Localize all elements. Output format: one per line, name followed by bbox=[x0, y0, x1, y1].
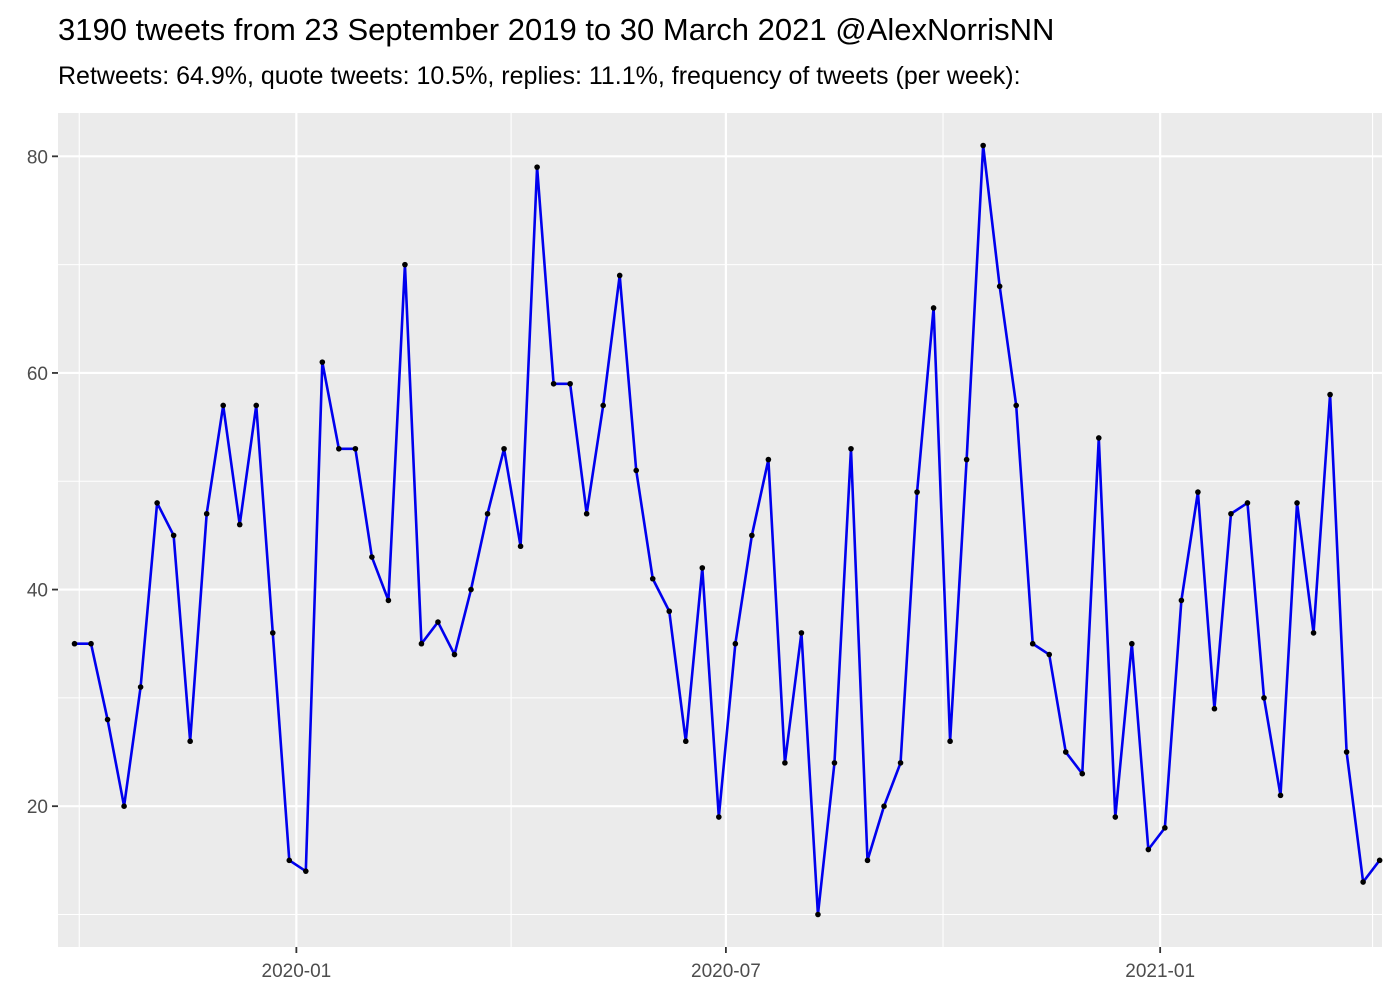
chart-subtitle: Retweets: 64.9%, quote tweets: 10.5%, re… bbox=[58, 62, 1021, 90]
data-point bbox=[369, 554, 375, 560]
data-point bbox=[1178, 597, 1185, 604]
data-point bbox=[269, 630, 276, 636]
x-tick-label: 2020-01 bbox=[262, 961, 332, 982]
data-point bbox=[815, 911, 821, 918]
data-point bbox=[1079, 770, 1086, 777]
y-tick-label: 60 bbox=[27, 364, 48, 385]
data-point bbox=[633, 467, 640, 474]
data-point bbox=[121, 803, 127, 809]
data-point bbox=[203, 510, 210, 517]
data-point bbox=[1211, 705, 1218, 712]
data-point bbox=[451, 651, 458, 658]
data-point bbox=[1195, 489, 1201, 495]
data-point bbox=[1277, 792, 1284, 799]
data-point bbox=[137, 684, 144, 690]
data-point bbox=[253, 402, 260, 409]
data-point bbox=[963, 456, 970, 463]
data-point bbox=[881, 803, 887, 809]
data-point bbox=[567, 380, 573, 387]
data-point bbox=[154, 500, 160, 506]
data-point bbox=[1327, 391, 1333, 398]
data-point bbox=[187, 738, 193, 745]
data-point bbox=[418, 640, 425, 647]
data-point bbox=[1343, 749, 1350, 755]
data-point bbox=[1029, 640, 1036, 647]
y-tick-label: 80 bbox=[27, 147, 48, 168]
data-point bbox=[666, 608, 673, 615]
x-tick-label: 2021-01 bbox=[1125, 961, 1195, 982]
data-point bbox=[402, 261, 408, 268]
data-point bbox=[600, 402, 606, 409]
y-tick-label: 40 bbox=[27, 581, 48, 602]
data-point bbox=[699, 565, 706, 571]
data-point bbox=[1112, 814, 1119, 820]
data-point bbox=[236, 521, 243, 528]
data-point bbox=[831, 760, 838, 766]
data-point bbox=[732, 640, 739, 647]
data-point bbox=[897, 760, 904, 766]
data-point bbox=[1162, 825, 1168, 831]
data-point bbox=[517, 543, 524, 550]
data-point bbox=[616, 272, 623, 279]
series-line bbox=[74, 144, 1381, 916]
data-point bbox=[716, 814, 722, 820]
data-point bbox=[930, 305, 937, 311]
data-point bbox=[1145, 846, 1152, 853]
data-point bbox=[1376, 857, 1383, 864]
data-point bbox=[435, 619, 441, 625]
data-point bbox=[220, 402, 227, 409]
data-point bbox=[1013, 402, 1019, 409]
data-point bbox=[798, 630, 805, 636]
data-point bbox=[682, 738, 689, 745]
data-point bbox=[1095, 435, 1102, 441]
data-point bbox=[947, 738, 953, 745]
data-point bbox=[864, 857, 871, 864]
data-point bbox=[1261, 695, 1267, 701]
data-point bbox=[484, 510, 491, 517]
data-point bbox=[1046, 651, 1053, 658]
data-point bbox=[1310, 630, 1317, 636]
data-point bbox=[914, 489, 920, 495]
data-point bbox=[782, 760, 788, 766]
data-point bbox=[1244, 500, 1251, 506]
data-point bbox=[104, 716, 111, 723]
chart-title: 3190 tweets from 23 September 2019 to 30… bbox=[58, 12, 1055, 47]
y-tick-label: 20 bbox=[27, 797, 48, 818]
data-point bbox=[765, 456, 772, 463]
data-point bbox=[319, 359, 326, 365]
data-point bbox=[649, 575, 656, 582]
data-point bbox=[550, 380, 557, 387]
data-point bbox=[336, 445, 342, 452]
data-point bbox=[1062, 749, 1069, 755]
data-point bbox=[749, 532, 755, 539]
data-point bbox=[583, 510, 590, 517]
data-point bbox=[1228, 510, 1234, 517]
plot-panel bbox=[58, 113, 1382, 947]
x-tick-label: 2020-07 bbox=[691, 961, 761, 982]
data-point bbox=[501, 445, 507, 452]
data-point bbox=[534, 164, 540, 170]
data-point bbox=[71, 640, 78, 647]
data-point bbox=[352, 445, 359, 452]
data-point bbox=[1129, 640, 1135, 647]
data-point bbox=[468, 586, 474, 593]
data-point bbox=[1360, 879, 1366, 885]
data-point bbox=[996, 283, 1003, 290]
data-point bbox=[848, 445, 854, 452]
data-point bbox=[385, 597, 392, 604]
data-point bbox=[303, 868, 309, 874]
data-point bbox=[1294, 500, 1300, 506]
data-point bbox=[170, 532, 177, 539]
data-point bbox=[286, 857, 293, 864]
data-point bbox=[980, 142, 986, 149]
data-point bbox=[88, 640, 94, 647]
